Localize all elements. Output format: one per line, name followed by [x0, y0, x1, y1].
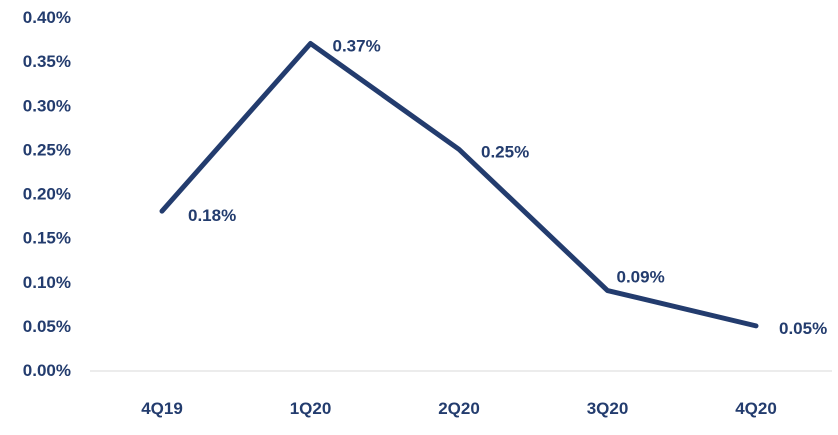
y-tick-label: 0.05% [23, 317, 71, 336]
y-tick-label: 0.30% [23, 96, 71, 115]
y-tick-label: 0.15% [23, 229, 71, 248]
data-labels: 0.18% 0.37% 0.25% 0.09% 0.05% [188, 36, 827, 337]
y-axis-tick-labels: 0.00% 0.05% 0.10% 0.15% 0.20% 0.25% 0.30% 0.35%… [23, 8, 71, 380]
x-tick-label: 4Q19 [141, 399, 183, 418]
y-tick-label: 0.20% [23, 185, 71, 204]
y-tick-label: 0.40% [23, 8, 71, 27]
y-tick-label: 0.25% [23, 140, 71, 159]
data-label: 0.18% [188, 206, 236, 225]
y-tick-label: 0.35% [23, 52, 71, 71]
x-tick-label: 4Q20 [735, 399, 777, 418]
x-axis-tick-labels: 4Q19 1Q20 2Q20 3Q20 4Q20 [141, 399, 777, 418]
x-tick-label: 2Q20 [438, 399, 480, 418]
data-label: 0.05% [779, 319, 827, 338]
y-tick-label: 0.00% [23, 361, 71, 380]
data-label: 0.37% [333, 36, 381, 55]
x-tick-label: 3Q20 [587, 399, 629, 418]
series-line [159, 40, 759, 329]
data-label: 0.09% [617, 268, 665, 287]
data-label: 0.25% [481, 142, 529, 161]
x-tick-label: 1Q20 [290, 399, 332, 418]
y-tick-label: 0.10% [23, 273, 71, 292]
